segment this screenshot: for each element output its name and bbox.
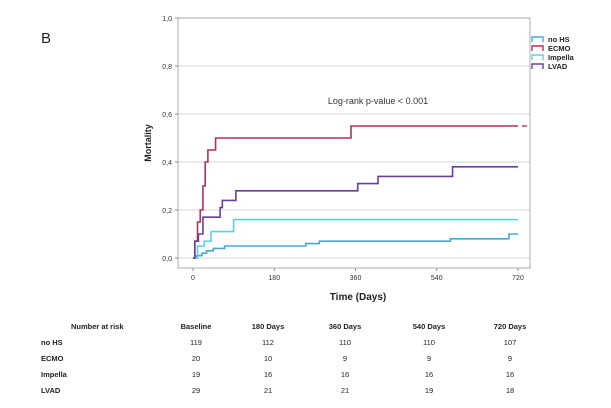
risk-value: 21: [340, 386, 350, 395]
risk-value: 110: [339, 338, 351, 347]
risk-value: 107: [503, 338, 517, 347]
legend-swatch: [531, 54, 544, 60]
risk-column-header: Baseline: [180, 322, 212, 331]
risk-value: 110: [423, 338, 435, 347]
risk-value: 119: [190, 338, 202, 347]
risk-row-label: Impella: [41, 370, 67, 379]
axes-layer: 0,0 0,2 0,4 0,6 0,8 1,0 0 180 360 540 720: [162, 16, 531, 282]
risk-row-impella: Impella 19 16 16 16 16: [0, 370, 611, 384]
risk-row-no-hs: no HS 119 112 110 110 107: [0, 338, 611, 352]
risk-value: 112: [262, 338, 274, 347]
legend-item: Impella: [531, 53, 575, 62]
risk-column-header: 540 Days: [412, 322, 446, 331]
legend-swatch: [531, 36, 544, 42]
log-rank-annotation: Log-rank p-value < 0.001: [328, 96, 428, 106]
y-tick-label: 1,0: [162, 16, 172, 23]
kaplan-meier-chart: 0,0 0,2 0,4 0,6 0,8 1,0 0 180 360 540 720 no HSECM…: [143, 16, 575, 303]
plot-frame: [177, 17, 531, 269]
risk-table-title: Number at risk: [71, 322, 124, 331]
risk-value: 19: [191, 370, 201, 379]
risk-table-header: Number at risk Baseline 180 Days 360 Day…: [0, 322, 611, 336]
legend-item: LVAD: [531, 62, 568, 71]
risk-row-label: LVAD: [41, 386, 61, 395]
series-line-no-hs: [193, 233, 518, 259]
risk-row-lvad: LVAD 29 21 21 19 18: [0, 386, 611, 400]
risk-value: 19: [424, 386, 434, 395]
series-layer: [193, 125, 527, 259]
x-axis-label: Time (Days): [330, 292, 387, 303]
x-tick-label: 540: [431, 275, 443, 282]
risk-column-header: 720 Days: [493, 322, 527, 331]
x-tick-label: 0: [191, 275, 195, 282]
legend-label: LVAD: [548, 62, 568, 71]
risk-value: 9: [426, 354, 432, 363]
risk-value: 16: [340, 370, 350, 379]
series-line-impella: [193, 218, 518, 259]
risk-value: 16: [505, 370, 515, 379]
y-tick-label: 0,2: [162, 208, 172, 215]
y-tick-label: 0,8: [162, 64, 172, 71]
legend-swatch: [531, 63, 544, 69]
risk-value: 18: [505, 386, 515, 395]
risk-value: 29: [191, 386, 201, 395]
risk-row-label: no HS: [41, 338, 63, 347]
risk-column-header: 180 Days: [251, 322, 285, 331]
x-tick-label: 180: [268, 275, 280, 282]
legend-label: no HS: [548, 35, 570, 44]
panel-label: B: [41, 30, 52, 47]
x-tick-label: 360: [350, 275, 362, 282]
legend-swatch: [531, 45, 544, 51]
legend-item: ECMO: [531, 44, 571, 53]
risk-value: 21: [263, 386, 273, 395]
risk-row-ecmo: ECMO 20 10 9 9 9: [0, 354, 611, 368]
y-tick-label: 0,6: [162, 112, 172, 119]
risk-value: 20: [191, 354, 201, 363]
y-axis-label: Mortality: [143, 124, 153, 162]
y-tick-label: 0,4: [162, 160, 172, 167]
x-tick-label: 720: [512, 275, 524, 282]
series-line-lvad: [193, 166, 518, 259]
legend-item: no HS: [531, 35, 570, 44]
risk-value: 9: [507, 354, 513, 363]
risk-column-header: 360 Days: [328, 322, 362, 331]
risk-value: 9: [342, 354, 348, 363]
risk-value: 16: [424, 370, 434, 379]
risk-value: 10: [263, 354, 273, 363]
risk-value: 16: [263, 370, 273, 379]
risk-row-label: ECMO: [41, 354, 64, 363]
legend-label: Impella: [548, 53, 575, 62]
legend-label: ECMO: [548, 44, 571, 53]
y-tick-label: 0,0: [162, 256, 172, 263]
